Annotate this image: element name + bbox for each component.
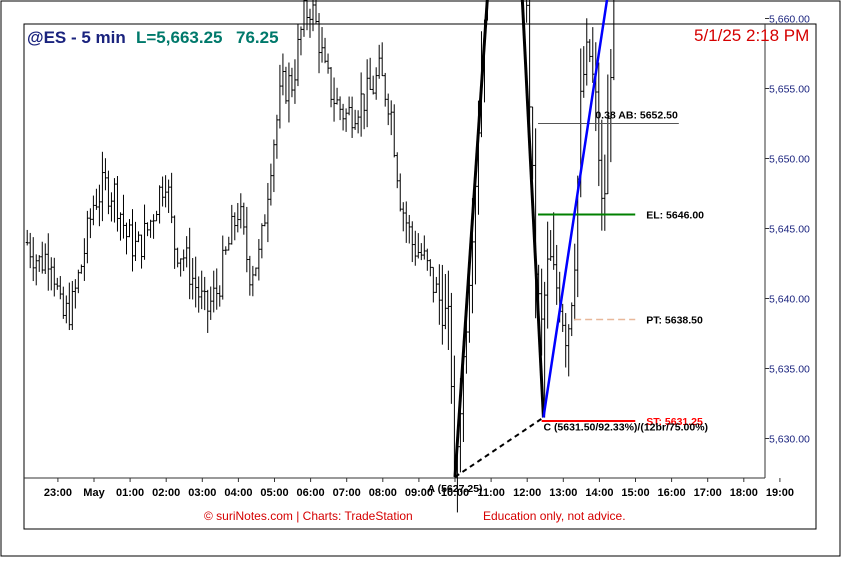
fib-levels: 0.79 AB: 5675.000.62 AB: 5665.750.38 AB:…	[538, 110, 704, 428]
x-tick-label: 02:00	[152, 487, 180, 499]
y-tick-label: 5,640.00	[769, 294, 810, 306]
x-tick-label: 18:00	[730, 487, 758, 499]
y-axis: 5,630.00 5,635.00 5,640.00 5,645.00 5,650.00…	[765, 14, 810, 446]
x-tick-label: May	[83, 487, 105, 499]
abc-pattern: A (5627.25)B (5682.50)/16 brC (5631.50/9…	[427, 0, 708, 495]
ohlc-bars	[25, 0, 615, 513]
x-tick-label: 07:00	[333, 487, 361, 499]
inner-border	[23, 23, 817, 530]
x-tick-label: 01:00	[116, 487, 144, 499]
leg-ab	[453, 0, 489, 478]
point-c-label: C (5631.50/92.33%)/(12br/75.00%)	[543, 422, 708, 434]
leg-cd	[542, 0, 609, 418]
x-tick-label: 14:00	[585, 487, 613, 499]
y-tick-label: 5,635.00	[769, 364, 810, 376]
level-label-entry: EL: 5646.00	[646, 210, 704, 222]
disclaimer-text: Education only, not advice.	[483, 509, 626, 523]
y-tick-label: 5,630.00	[769, 434, 810, 446]
timestamp: 5/1/25 2:18 PM	[694, 26, 810, 45]
x-tick-label: 17:00	[694, 487, 722, 499]
y-tick-label: 5,645.00	[769, 224, 810, 236]
x-tick-label: 19:00	[766, 487, 794, 499]
price-change-readout: 76.25	[236, 28, 279, 47]
symbol-title: @ES - 5 min	[27, 28, 126, 47]
x-tick-label: 08:00	[369, 487, 397, 499]
x-tick-label: 15:00	[621, 487, 649, 499]
x-tick-label: 13:00	[549, 487, 577, 499]
x-tick-label: 12:00	[513, 487, 541, 499]
x-tick-label: 06:00	[297, 487, 325, 499]
y-tick-label: 5,660.00	[769, 14, 810, 26]
copyright-text: © suriNotes.com | Charts: TradeStation	[204, 509, 413, 523]
y-tick-label: 5,655.00	[769, 84, 810, 96]
x-tick-label: 11:00	[477, 487, 505, 499]
x-axis: 23:00 May 01:00 02:00 03:00 04:00 05:00 06:00 07…	[44, 478, 794, 499]
x-tick-label: 03:00	[188, 487, 216, 499]
point-a-label: A (5627.25)	[427, 483, 482, 495]
level-label-stop: ST: 5631.25	[646, 416, 703, 428]
x-tick-label: 23:00	[44, 487, 72, 499]
leg-bc	[520, 0, 545, 418]
x-tick-label: 16:00	[658, 487, 686, 499]
y-tick-label: 5,650.00	[769, 154, 810, 166]
x-tick-label: 04:00	[224, 487, 252, 499]
x-tick-label: 10:00	[441, 487, 469, 499]
level-label-target: PT: 5638.50	[646, 315, 703, 327]
x-tick-label: 09:00	[405, 487, 433, 499]
level-label-retracement: 0.38 AB: 5652.50	[595, 110, 678, 122]
x-tick-label: 05:00	[260, 487, 288, 499]
last-price-readout: L=5,663.25	[136, 28, 223, 47]
